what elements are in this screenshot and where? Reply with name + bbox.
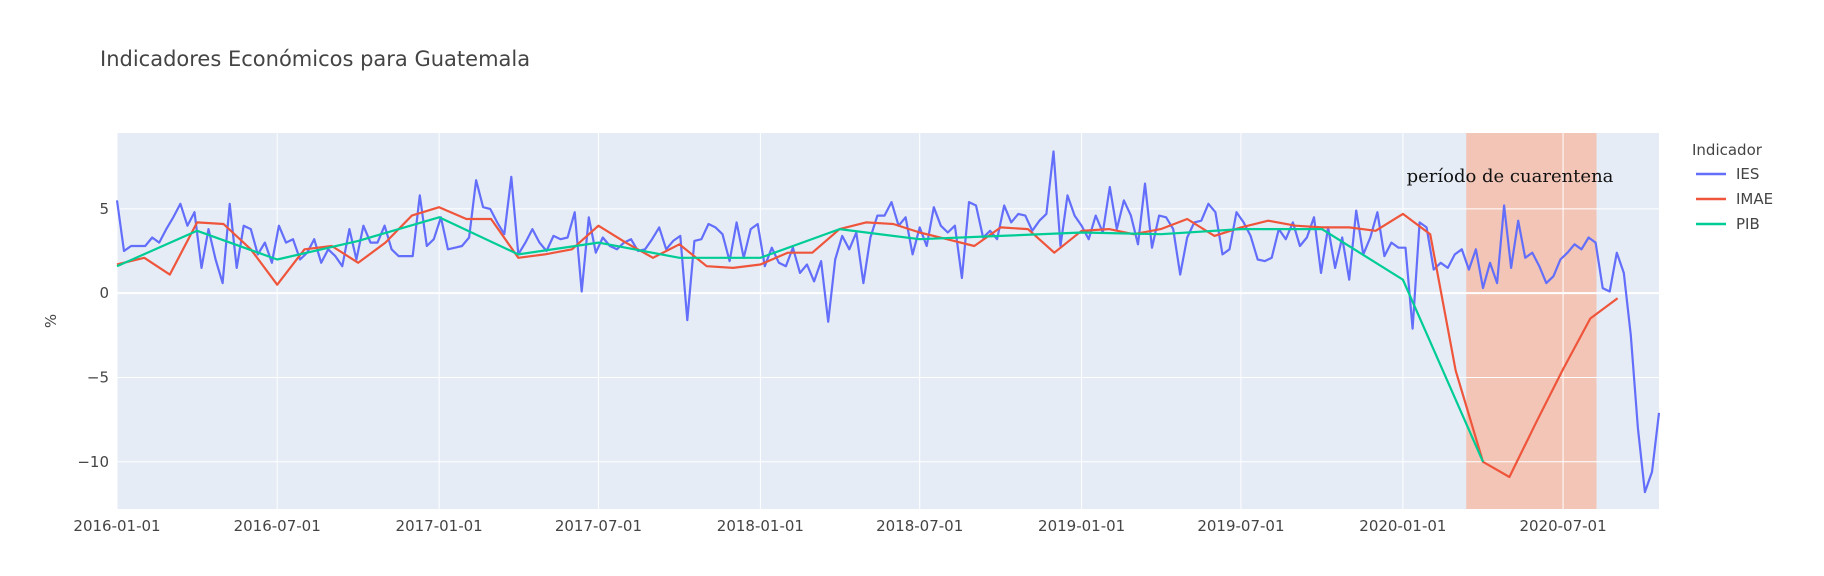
chart-title: Indicadores Económicos para Guatemala (100, 47, 530, 71)
x-tick-label: 2016-01-01 (73, 517, 160, 535)
legend-item-ies[interactable]: IES (1696, 165, 1759, 183)
legend-label: PIB (1736, 215, 1760, 233)
x-tick-label: 2018-01-01 (717, 517, 804, 535)
legend-title: Indicador (1692, 141, 1763, 159)
legend-item-imae[interactable]: IMAE (1696, 190, 1773, 208)
y-tick-label: −5 (87, 368, 109, 386)
legend[interactable]: IES IMAE PIB (1696, 165, 1773, 233)
x-tick-label: 2019-01-01 (1038, 517, 1125, 535)
legend-label: IES (1736, 165, 1759, 183)
x-tick-label: 2018-07-01 (876, 517, 963, 535)
x-tick-label: 2020-01-01 (1359, 517, 1446, 535)
shaded-region-label: período de cuarentena (1407, 166, 1614, 187)
shaded-region-layer (1466, 133, 1597, 509)
quarantine-shaded-region (1466, 133, 1597, 509)
series-line-ies (115, 150, 1661, 494)
tick-label-layer: 2016-01-01 2016-07-01 2017-01-01 2017-07-01… (73, 200, 1606, 535)
x-tick-label: 2017-07-01 (555, 517, 642, 535)
legend-item-pib[interactable]: PIB (1696, 215, 1760, 233)
legend-label: IMAE (1736, 190, 1773, 208)
series-layer (115, 150, 1661, 494)
x-tick-label: 2016-07-01 (234, 517, 321, 535)
y-tick-label: −10 (77, 453, 109, 471)
x-tick-label: 2019-07-01 (1197, 517, 1284, 535)
y-axis-label: % (42, 314, 60, 328)
series-line-pib (116, 216, 1485, 463)
plot-area (117, 133, 1659, 509)
x-tick-label: 2020-07-01 (1519, 517, 1606, 535)
grid-layer (116, 133, 1659, 509)
series-line-imae (116, 206, 1619, 479)
x-tick-label: 2017-01-01 (396, 517, 483, 535)
y-tick-label: 5 (99, 200, 109, 218)
y-tick-label: 0 (99, 284, 109, 302)
